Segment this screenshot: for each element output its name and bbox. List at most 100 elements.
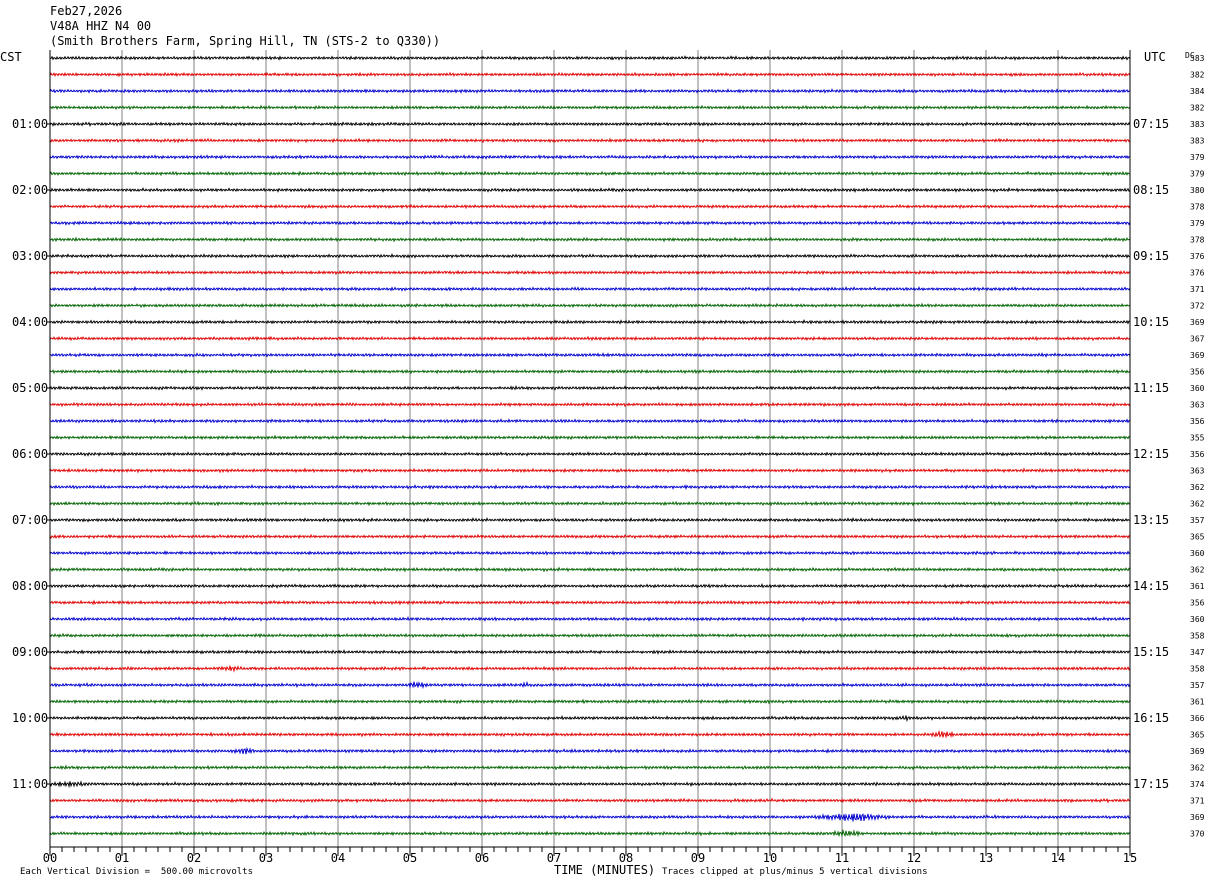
- seismic-trace: [49, 104, 1131, 111]
- right-hour-label: 07:15: [1133, 117, 1169, 131]
- right-hour-label: 10:15: [1133, 315, 1169, 329]
- seismic-trace: [49, 319, 1131, 325]
- x-tick-label: 08: [619, 851, 633, 865]
- seismic-trace: [49, 55, 1131, 61]
- left-hour-label: 03:00: [12, 249, 48, 263]
- seismic-trace: [49, 698, 1131, 705]
- seismic-trace: [49, 582, 1131, 589]
- dc-value-label: 358: [1190, 632, 1205, 641]
- x-tick-label: 14: [1051, 851, 1065, 865]
- dc-value-label: 379: [1190, 219, 1205, 228]
- left-timezone-label: CST: [0, 50, 22, 64]
- dc-value-label: 369: [1190, 318, 1205, 327]
- dc-value-label: 374: [1190, 780, 1205, 789]
- seismic-trace: [49, 533, 1131, 540]
- seismic-trace: [49, 746, 1131, 755]
- seismic-trace: [49, 335, 1131, 342]
- dc-value-label: 383: [1190, 137, 1205, 146]
- x-axis-label: TIME (MINUTES): [554, 863, 655, 877]
- left-hour-label: 11:00: [12, 777, 48, 791]
- seismic-trace: [49, 566, 1131, 573]
- seismic-trace: [49, 368, 1131, 375]
- dc-value-label: 361: [1190, 582, 1205, 591]
- dc-value-label: 379: [1190, 153, 1205, 162]
- seismic-trace: [49, 71, 1131, 78]
- dc-value-label: 357: [1190, 681, 1205, 690]
- seismic-trace: [49, 517, 1131, 523]
- dc-value-label: 384: [1190, 87, 1205, 96]
- x-tick-label: 13: [979, 851, 993, 865]
- x-tick-label: 06: [475, 851, 489, 865]
- station-label: V48A HHZ N4 00: [50, 19, 152, 33]
- dc-value-label: 383: [1190, 54, 1205, 63]
- seismic-trace: [49, 451, 1131, 457]
- dc-value-label: 356: [1190, 599, 1205, 608]
- seismic-trace: [49, 401, 1131, 408]
- seismic-trace: [49, 599, 1131, 606]
- left-hour-label: 10:00: [12, 711, 48, 725]
- dc-value-label: 362: [1190, 566, 1205, 575]
- seismic-trace: [49, 714, 1131, 723]
- seismic-trace: [49, 434, 1131, 441]
- left-hour-label: 02:00: [12, 183, 48, 197]
- x-tick-label: 01: [115, 851, 129, 865]
- x-tick-label: 09: [691, 851, 705, 865]
- clip-note: Traces clipped at plus/minus 5 vertical …: [662, 867, 928, 877]
- right-hour-label: 15:15: [1133, 645, 1169, 659]
- right-hour-label: 16:15: [1133, 711, 1169, 725]
- dc-value-label: 382: [1190, 71, 1205, 80]
- right-timezone-label: UTC: [1144, 50, 1166, 64]
- dc-value-label: 365: [1190, 731, 1205, 740]
- dc-value-label: 367: [1190, 335, 1205, 344]
- right-hour-label: 14:15: [1133, 579, 1169, 593]
- dc-value-label: 369: [1190, 813, 1205, 822]
- seismic-trace: [49, 170, 1131, 177]
- dc-value-label: 370: [1190, 830, 1205, 839]
- seismic-trace: [49, 220, 1131, 226]
- seismic-trace: [49, 121, 1131, 128]
- x-tick-label: 04: [331, 851, 345, 865]
- seismic-trace: [49, 252, 1131, 259]
- dc-value-label: 363: [1190, 401, 1205, 410]
- left-hour-label: 09:00: [12, 645, 48, 659]
- seismic-trace: [49, 632, 1131, 639]
- seismic-trace: [49, 269, 1131, 276]
- dc-value-label: 372: [1190, 302, 1205, 311]
- seismic-trace: [49, 187, 1131, 194]
- left-hour-label: 07:00: [12, 513, 48, 527]
- dc-value-label: 380: [1190, 186, 1205, 195]
- dc-value-label: 371: [1190, 285, 1205, 294]
- dc-value-label: 356: [1190, 417, 1205, 426]
- seismic-trace: [49, 665, 1131, 673]
- dc-value-label: 366: [1190, 714, 1205, 723]
- dc-value-label: 379: [1190, 170, 1205, 179]
- dc-value-label: 378: [1190, 203, 1205, 212]
- right-hour-label: 09:15: [1133, 249, 1169, 263]
- dc-value-label: 382: [1190, 104, 1205, 113]
- right-hour-label: 08:15: [1133, 183, 1169, 197]
- dc-value-label: 360: [1190, 384, 1205, 393]
- x-tick-label: 11: [835, 851, 849, 865]
- axes-group: 383 382 384 382 383 383 379 379 380 378 379 378 376 3…: [12, 50, 1205, 865]
- dc-value-label: 361: [1190, 698, 1205, 707]
- seismic-trace: [49, 649, 1131, 655]
- x-tick-label: 12: [907, 851, 921, 865]
- seismic-trace: [49, 764, 1131, 771]
- dc-value-label: 357: [1190, 516, 1205, 525]
- left-hour-label: 01:00: [12, 117, 48, 131]
- x-tick-label: 00: [43, 851, 57, 865]
- x-tick-label: 02: [187, 851, 201, 865]
- seismic-trace: [49, 88, 1131, 94]
- left-hour-label: 04:00: [12, 315, 48, 329]
- dc-value-label: 355: [1190, 434, 1205, 443]
- seismic-trace: [49, 780, 1131, 789]
- right-hour-label: 11:15: [1133, 381, 1169, 395]
- seismic-trace: [49, 813, 1131, 822]
- grid: [49, 50, 1131, 847]
- scale-note: Each Vertical Division = 500.00 microvol…: [20, 867, 253, 877]
- x-tick-label: 10: [763, 851, 777, 865]
- dc-value-label: 369: [1190, 747, 1205, 756]
- dc-value-label: 371: [1190, 797, 1205, 806]
- seismic-trace: [49, 484, 1131, 491]
